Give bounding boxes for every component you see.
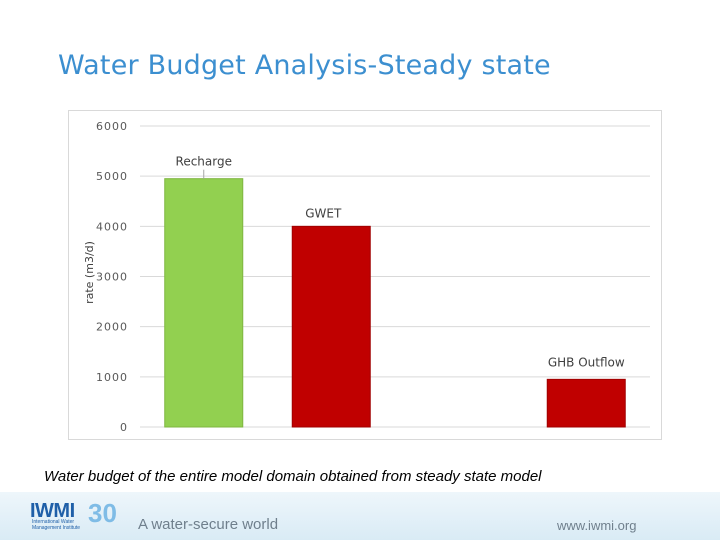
slide-title: Water Budget Analysis-Steady state bbox=[58, 50, 551, 81]
bar-chart: 0 1000 2000 3000 4000 5000 6000 rate (m3/d) Rech… bbox=[83, 120, 650, 434]
chart-caption: Water budget of the entire model domain … bbox=[44, 468, 542, 485]
y-tick-label: 6000 bbox=[96, 120, 128, 133]
bar-data-label: GHB Outflow bbox=[548, 355, 625, 369]
logo-text: IWMI bbox=[30, 500, 75, 522]
bar-data-label: GWET bbox=[305, 206, 342, 220]
y-tick-label: 1000 bbox=[96, 371, 128, 384]
logo-anniversary-number: 30 bbox=[88, 498, 117, 528]
website-link[interactable]: www.iwmi.org bbox=[557, 518, 637, 533]
y-axis-title: rate (m3/d) bbox=[83, 241, 96, 304]
footer-bar bbox=[0, 492, 720, 540]
y-tick-label: 4000 bbox=[96, 220, 128, 233]
y-tick-label: 5000 bbox=[96, 170, 128, 183]
y-tick-label: 2000 bbox=[96, 321, 128, 334]
bar bbox=[546, 378, 626, 428]
logo-subtext: International Water Management Institute bbox=[32, 519, 81, 531]
y-tick-label: 3000 bbox=[96, 271, 128, 284]
bar-data-label: Recharge bbox=[176, 155, 232, 169]
chart-frame bbox=[68, 110, 662, 440]
bar bbox=[291, 225, 371, 428]
y-tick-label: 0 bbox=[120, 421, 128, 434]
iwmi-logo: IWMI International Water Management Inst… bbox=[30, 498, 130, 538]
bar bbox=[164, 178, 244, 428]
tagline: A water-secure world bbox=[138, 516, 279, 533]
